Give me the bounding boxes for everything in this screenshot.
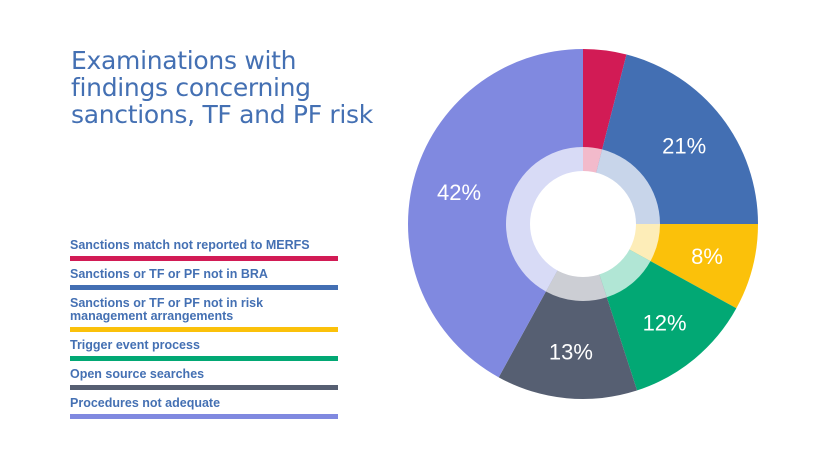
legend-swatch: [70, 414, 338, 419]
legend-item: Trigger event process: [70, 339, 338, 361]
slice-label: 8%: [691, 244, 723, 269]
legend-label: Sanctions or TF or PF not in BRA: [70, 267, 268, 281]
legend-item: Procedures not adequate: [70, 397, 338, 419]
legend-item: Sanctions or TF or PF not in BRA: [70, 268, 338, 290]
pie-slice: [498, 224, 638, 400]
legend-swatch: [70, 385, 338, 390]
legend-item: Sanctions match not reported to MERFS: [70, 239, 338, 261]
legend-label: Sanctions match not reported to MERFS: [70, 238, 310, 252]
legend-label: Procedures not adequate: [70, 396, 221, 410]
chart-title: Examinations with findings concerning sa…: [71, 46, 373, 129]
legend-label: Trigger event process: [70, 338, 200, 352]
pie-slice: [408, 49, 583, 378]
legend-item: Open source searches: [70, 368, 338, 390]
donut-hole: [530, 171, 636, 277]
slice-label: 21%: [662, 134, 706, 159]
legend-label: Sanctions or TF or PF not in risk manage…: [70, 296, 264, 323]
slice-label: 12%: [643, 311, 687, 336]
legend-swatch: [70, 356, 338, 361]
legend-swatch: [70, 285, 338, 290]
legend-swatch: [70, 327, 338, 332]
legend-swatch: [70, 256, 338, 261]
legend: Sanctions match not reported to MERFS Sa…: [70, 239, 338, 426]
slice-label: 13%: [549, 339, 593, 364]
slice-label: 42%: [437, 180, 481, 205]
legend-item: Sanctions or TF or PF not in risk manage…: [70, 297, 338, 332]
legend-label: Open source searches: [70, 367, 205, 381]
